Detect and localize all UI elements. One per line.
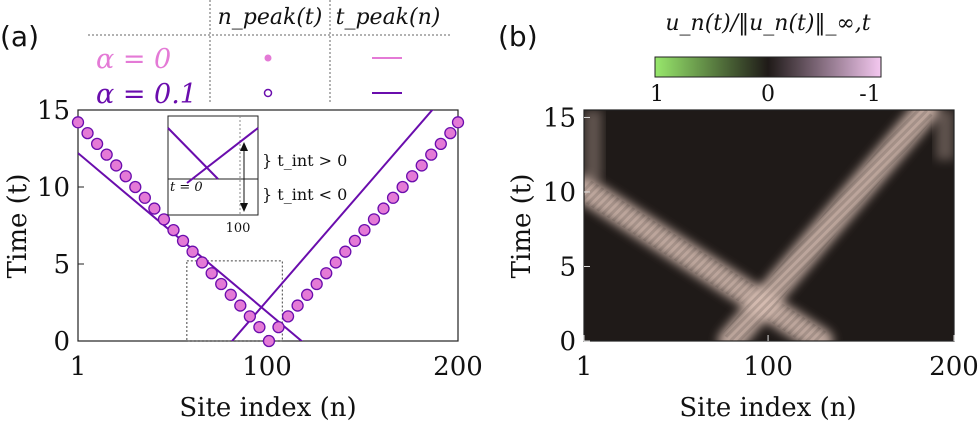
panel-a-xtick-label: 100 [242, 352, 292, 382]
colorbar-tick-0: 0 [761, 82, 775, 107]
panel-a-marker [348, 234, 362, 248]
panel-b-ytick-label: 15 [543, 103, 576, 133]
panel-a-marker [444, 126, 457, 140]
panel-a-marker [434, 137, 447, 151]
panel-a-marker [195, 256, 209, 269]
panel-a-marker [425, 148, 438, 161]
panel-b-band-texture-1 [722, 110, 935, 341]
panel-a-marker [320, 267, 333, 280]
panel-b-heatmap-bands [584, 110, 954, 341]
panel-b-xtick-label: 200 [929, 352, 979, 382]
panel-a-marker [300, 288, 314, 301]
panel-a-xtick-label: 1 [70, 352, 87, 382]
panel-b-label: (b) [498, 20, 538, 53]
panel-a-marker [110, 159, 123, 172]
inset-label-zero: t = 0 [170, 180, 203, 195]
panel-b-edge-right [936, 110, 954, 160]
panel-a-marker [386, 191, 400, 204]
panel-a-marker [100, 148, 113, 161]
inset-label-pos: } t_int > 0 [262, 151, 347, 170]
panel-b-plot-area [583, 109, 955, 342]
inset: t = 0 } t_int > 0 } t_int < 0 100 [167, 115, 347, 236]
panel-b-ylabel: Time (t) [507, 174, 537, 279]
legend-row-alpha01: α = 0.1 [96, 79, 197, 110]
legend-table: n_peak(t) t_peak(n) α = 0 α = 0.1 [88, 0, 450, 110]
panel-a-marker [272, 320, 285, 334]
panel-a-marker [186, 245, 199, 258]
panel-a-line-alpha01-seg-1 [230, 110, 434, 341]
inset-arrow-down-head [240, 203, 248, 212]
panel-a-ticks: 1 100 200 0 5 10 15 [37, 96, 483, 382]
panel-a-marker [262, 334, 276, 348]
panel-a-marker [81, 126, 94, 140]
panel-a-xtick-label: 200 [433, 352, 483, 382]
colorbar-title: u_n(t)/‖u_n(t)‖_∞,t [665, 11, 870, 36]
colorbar-tick-1: 1 [650, 82, 664, 107]
panel-a-xlabel: Site index (n) [179, 393, 356, 423]
panel-a-marker [377, 202, 390, 215]
panel-a-marker [339, 245, 352, 258]
panel-a-marker [367, 213, 381, 226]
panel-a-marker [167, 223, 180, 237]
panel-b-band-texture-0 [584, 179, 827, 341]
legend-marker-alpha01 [263, 88, 273, 98]
panel-b-ytick-label: 0 [559, 327, 576, 357]
panel-a-marker [71, 116, 85, 129]
panel-a-marker [215, 277, 228, 291]
inset-arrow-up-head [240, 142, 248, 151]
panel-b-ticks: 1 100 200 0 5 10 15 [543, 103, 979, 382]
panel-b-ytick-label: 5 [559, 252, 576, 282]
panel-a-marker [406, 170, 419, 183]
panel-a-ytick-label: 15 [37, 96, 70, 126]
panel-a-marker [291, 299, 304, 312]
colorbar-tick-minus1: -1 [859, 82, 880, 107]
panel-a-marker [253, 320, 266, 334]
colorbar [654, 56, 882, 78]
panel-a-ytick-label: 5 [53, 250, 70, 280]
panel-b-xlabel: Site index (n) [679, 393, 856, 423]
panel-b-xtick-label: 100 [743, 352, 793, 382]
panel-b-ytick-label: 10 [543, 178, 576, 208]
panel-a-marker [129, 180, 142, 194]
panel-a-ytick-label: 0 [53, 327, 70, 357]
panel-a-marker [310, 277, 323, 291]
panel-a-marker [243, 310, 257, 323]
legend-row-alpha0: α = 0 [96, 44, 171, 75]
panel-a-marker [157, 213, 171, 226]
panel-a-marker [234, 299, 247, 312]
inset-frame [167, 115, 259, 216]
panel-a-label: (a) [0, 20, 39, 53]
legend-col1-header: n_peak(t) [218, 5, 323, 30]
panel-a-marker [396, 180, 409, 194]
inset-label-neg: } t_int < 0 [262, 185, 347, 204]
panel-a-marker [415, 159, 428, 172]
legend-col2-header: t_peak(n) [336, 5, 441, 30]
panel-a-ytick-label: 10 [37, 173, 70, 203]
panel-a-marker [281, 310, 295, 323]
inset-line-right [186, 127, 259, 184]
panel-a-marker [205, 267, 218, 280]
inset-tick-label: 100 [226, 221, 251, 236]
panel-a-marker [329, 256, 342, 269]
panel-a-marker [224, 288, 237, 301]
panel-a-marker [451, 116, 465, 129]
panel-b-xtick-label: 1 [576, 352, 593, 382]
panel-a-markers [71, 116, 465, 348]
panel-a-marker [358, 223, 371, 237]
panel-b-edge-left [584, 110, 602, 180]
panel-a-ylabel: Time (t) [3, 174, 33, 279]
legend-marker-alpha0 [264, 54, 272, 62]
panel-a-marker [119, 170, 132, 183]
panel-a-marker [90, 137, 104, 151]
panel-a-marker [176, 234, 190, 248]
panel-a-marker [138, 191, 151, 204]
inset-line-left [167, 127, 219, 180]
panel-a-marker [148, 202, 161, 215]
